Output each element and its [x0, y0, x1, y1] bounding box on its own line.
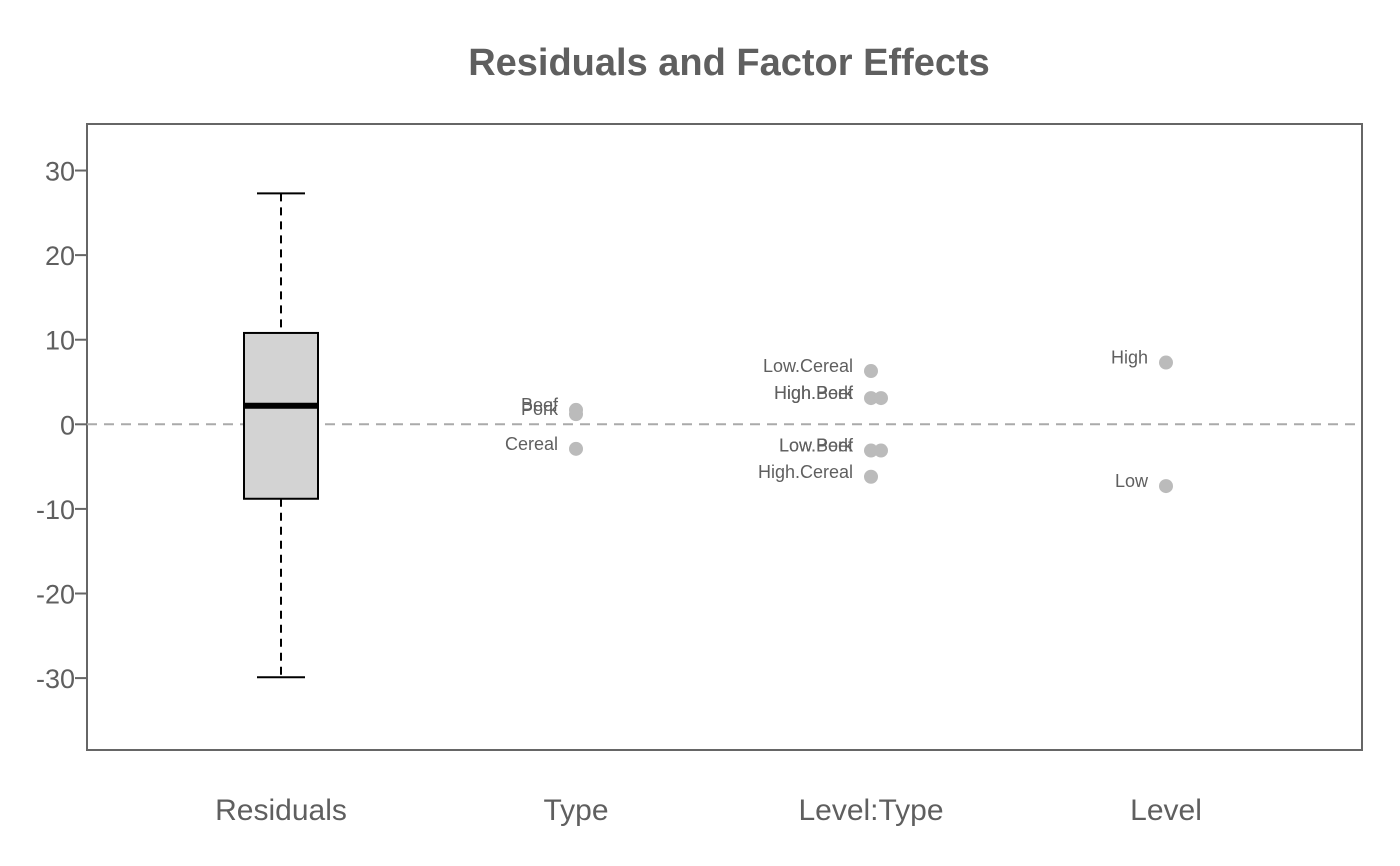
effect-point-label: Pork — [521, 399, 559, 419]
boxplot — [243, 192, 319, 679]
chart-title: Residuals and Factor Effects — [468, 42, 990, 84]
y-axis: -30 -20 -10 0 10 20 30 — [36, 157, 87, 694]
y-tick-label: -10 — [36, 495, 75, 525]
plot-frame — [86, 123, 1363, 751]
effect-point-label: Low.Beef — [779, 436, 854, 456]
effect-point — [1159, 355, 1173, 370]
y-tick-label: 10 — [45, 326, 75, 356]
effect-point-label: High — [1111, 348, 1148, 368]
y-tick-label: 30 — [45, 157, 75, 187]
y-tick-label: 20 — [45, 241, 75, 271]
x-category-label: Level:Type — [798, 794, 943, 827]
effect-point-label: Beef — [521, 395, 559, 415]
effect-point — [569, 441, 583, 456]
effect-point — [864, 469, 878, 484]
effect-point-label: High.Beef — [774, 383, 854, 403]
effect-point — [864, 443, 878, 458]
effect-point-label: Low — [1115, 471, 1149, 491]
y-tick-label: -20 — [36, 580, 75, 610]
effect-point-label: High.Cereal — [758, 462, 853, 482]
effect-point — [874, 443, 888, 458]
effect-point — [864, 391, 878, 406]
effect-point — [1159, 479, 1173, 494]
x-category-label: Type — [543, 794, 608, 827]
y-tick-label: -30 — [36, 664, 75, 694]
effect-point — [864, 364, 878, 379]
x-category-label: Level — [1130, 794, 1202, 827]
effect-point-label: Low.Cereal — [763, 356, 853, 376]
effect-point-label: Low.Pork — [779, 436, 854, 456]
effect-point — [569, 407, 583, 422]
x-category-label: Residuals — [215, 794, 347, 827]
x-axis: Residuals Type Level:Type Level — [215, 794, 1202, 827]
y-tick-label: 0 — [60, 410, 75, 440]
effect-point-label: Cereal — [505, 434, 558, 454]
effect-point-label: High.Pork — [774, 383, 854, 403]
box-iqr — [243, 331, 319, 500]
effect-point — [874, 391, 888, 406]
